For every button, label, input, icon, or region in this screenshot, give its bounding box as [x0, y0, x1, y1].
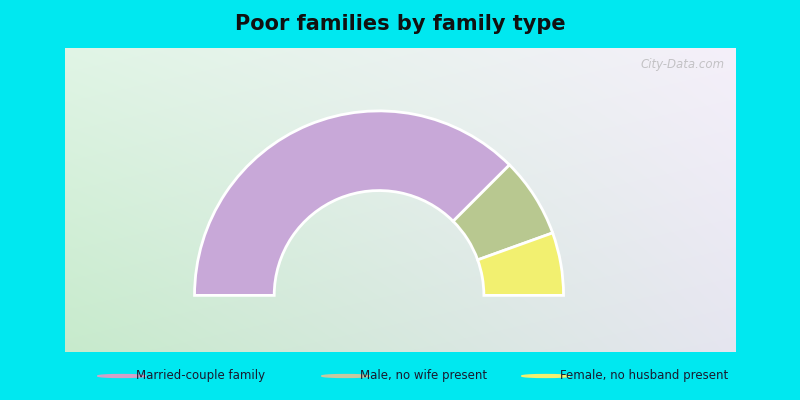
Text: City-Data.com: City-Data.com [641, 58, 725, 72]
Wedge shape [453, 165, 553, 260]
Wedge shape [194, 111, 510, 295]
Circle shape [522, 374, 570, 378]
Text: Married-couple family: Married-couple family [136, 370, 265, 382]
Wedge shape [478, 233, 563, 295]
Text: Female, no husband present: Female, no husband present [560, 370, 728, 382]
Circle shape [322, 374, 370, 378]
Text: Male, no wife present: Male, no wife present [360, 370, 487, 382]
Text: Poor families by family type: Poor families by family type [234, 14, 566, 34]
Circle shape [98, 374, 146, 378]
